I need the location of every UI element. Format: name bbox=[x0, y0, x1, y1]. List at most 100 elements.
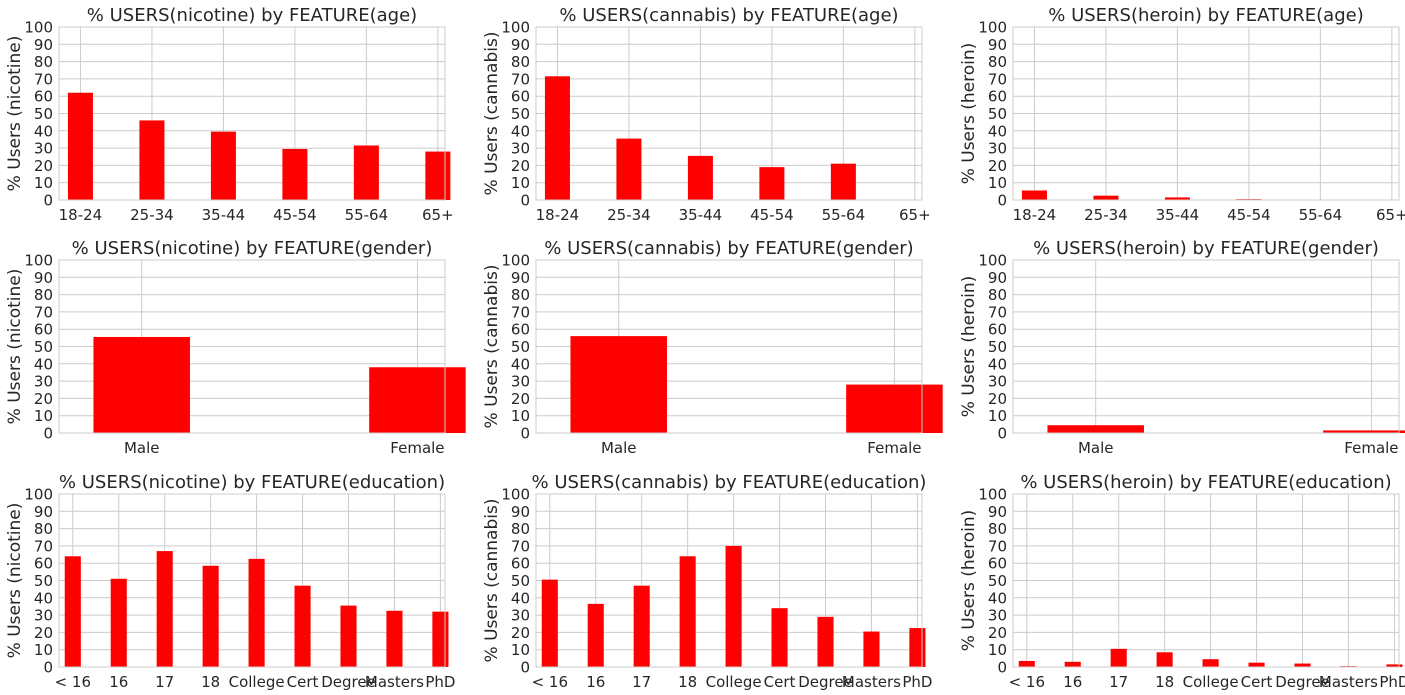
x-tick-label: Male bbox=[124, 439, 160, 457]
y-tick-label: 50 bbox=[988, 338, 1007, 356]
y-tick-label: 80 bbox=[511, 53, 530, 71]
x-tick-label: PhD bbox=[902, 673, 932, 691]
y-tick-label: 50 bbox=[34, 572, 53, 590]
x-tick-label: 45-54 bbox=[273, 206, 317, 224]
x-tick-label: Female bbox=[867, 439, 921, 457]
y-tick-label: 0 bbox=[520, 425, 530, 443]
y-tick-label: 60 bbox=[34, 88, 53, 106]
y-tick-label: 100 bbox=[24, 486, 53, 504]
bar-2 bbox=[846, 384, 943, 433]
y-axis-label: % Users (nicotine) bbox=[5, 269, 25, 425]
x-tick-label: Female bbox=[1344, 439, 1398, 457]
y-tick-label: 70 bbox=[988, 537, 1007, 555]
y-tick-label: 80 bbox=[34, 286, 53, 304]
y-tick-label: 90 bbox=[34, 36, 53, 54]
axes-frame bbox=[1012, 493, 1400, 668]
x-tick-label: 25-34 bbox=[1084, 206, 1128, 224]
axes-frame bbox=[1012, 26, 1400, 201]
x-tick-label: 45-54 bbox=[750, 206, 794, 224]
bar-3 bbox=[687, 155, 713, 200]
y-tick-label: 20 bbox=[34, 157, 53, 175]
x-tick-label: 25-34 bbox=[130, 206, 174, 224]
bar-2 bbox=[1323, 430, 1405, 433]
chart-title: % USERS(heroin) by FEATURE(gender) bbox=[1033, 238, 1379, 259]
y-tick-label: 40 bbox=[34, 355, 53, 373]
bar-2 bbox=[1093, 195, 1119, 200]
y-tick-label: 0 bbox=[997, 659, 1007, 677]
y-tick-label: 20 bbox=[511, 390, 530, 408]
x-tick-label: 18 bbox=[201, 673, 220, 691]
chart-title: % USERS(heroin) by FEATURE(age) bbox=[1048, 5, 1363, 26]
bar-4 bbox=[202, 565, 219, 667]
y-tick-label: 70 bbox=[988, 303, 1007, 321]
y-tick-label: 10 bbox=[511, 174, 530, 192]
x-tick-label: 65+ bbox=[899, 206, 931, 224]
chart-title: % USERS(heroin) by FEATURE(education) bbox=[1020, 472, 1391, 493]
bar-1 bbox=[541, 579, 558, 667]
y-tick-label: 50 bbox=[988, 572, 1007, 590]
y-axis-label: % Users (cannabis) bbox=[482, 499, 502, 663]
y-tick-label: 10 bbox=[988, 407, 1007, 425]
y-tick-label: 10 bbox=[511, 641, 530, 659]
x-tick-label: 18-24 bbox=[536, 206, 580, 224]
y-tick-label: 70 bbox=[511, 537, 530, 555]
bar-8 bbox=[386, 610, 403, 667]
y-tick-label: 20 bbox=[34, 624, 53, 642]
y-tick-label: 80 bbox=[511, 286, 530, 304]
bar-2 bbox=[1064, 661, 1081, 667]
x-tick-label: 16 bbox=[1063, 673, 1082, 691]
y-tick-label: 100 bbox=[24, 19, 53, 37]
bar-1 bbox=[93, 336, 190, 433]
y-tick-label: 40 bbox=[988, 122, 1007, 140]
y-tick-label: 20 bbox=[988, 390, 1007, 408]
y-tick-label: 90 bbox=[511, 36, 530, 54]
chart-title: % USERS(nicotine) by FEATURE(age) bbox=[87, 5, 417, 26]
x-tick-label: Masters bbox=[365, 673, 424, 691]
x-tick-label: < 16 bbox=[55, 673, 91, 691]
y-tick-label: 30 bbox=[511, 607, 530, 625]
chart-title: % USERS(cannabis) by FEATURE(gender) bbox=[544, 238, 913, 259]
bar-3 bbox=[210, 131, 236, 200]
y-tick-label: 40 bbox=[511, 355, 530, 373]
x-tick-label: Female bbox=[390, 439, 444, 457]
bar-3 bbox=[633, 585, 650, 667]
x-tick-label: 35-44 bbox=[679, 206, 723, 224]
x-tick-label: PhD bbox=[425, 673, 455, 691]
y-axis-label: % Users (nicotine) bbox=[5, 503, 25, 659]
y-tick-label: 0 bbox=[43, 425, 53, 443]
bar-8 bbox=[863, 631, 880, 667]
y-tick-label: 30 bbox=[988, 140, 1007, 158]
bar-9 bbox=[909, 628, 926, 667]
axes-frame bbox=[535, 493, 923, 668]
x-tick-label: 17 bbox=[632, 673, 651, 691]
x-tick-label: Cert bbox=[764, 673, 796, 691]
y-tick-label: 60 bbox=[988, 555, 1007, 573]
x-tick-label: 16 bbox=[109, 673, 128, 691]
bar-6 bbox=[425, 151, 451, 200]
y-axis-label: % Users (heroin) bbox=[959, 510, 979, 652]
x-tick-label: Degree bbox=[1275, 673, 1330, 691]
x-tick-label: 16 bbox=[586, 673, 605, 691]
y-tick-label: 90 bbox=[34, 503, 53, 521]
bar-4 bbox=[759, 167, 785, 200]
x-tick-label: < 16 bbox=[1009, 673, 1045, 691]
x-tick-label: 18 bbox=[1155, 673, 1174, 691]
y-tick-label: 70 bbox=[511, 70, 530, 88]
y-axis-label: % Users (heroin) bbox=[959, 43, 979, 185]
y-tick-label: 0 bbox=[43, 659, 53, 677]
axes-frame bbox=[58, 26, 446, 201]
x-tick-label: 55-64 bbox=[1299, 206, 1343, 224]
y-tick-label: 70 bbox=[34, 303, 53, 321]
x-tick-label: Degree bbox=[798, 673, 853, 691]
bar-3 bbox=[156, 551, 173, 667]
y-tick-label: 50 bbox=[511, 105, 530, 123]
x-tick-label: 25-34 bbox=[607, 206, 651, 224]
bar-1 bbox=[544, 76, 570, 200]
y-tick-label: 80 bbox=[988, 520, 1007, 538]
bar-3 bbox=[1164, 197, 1190, 200]
